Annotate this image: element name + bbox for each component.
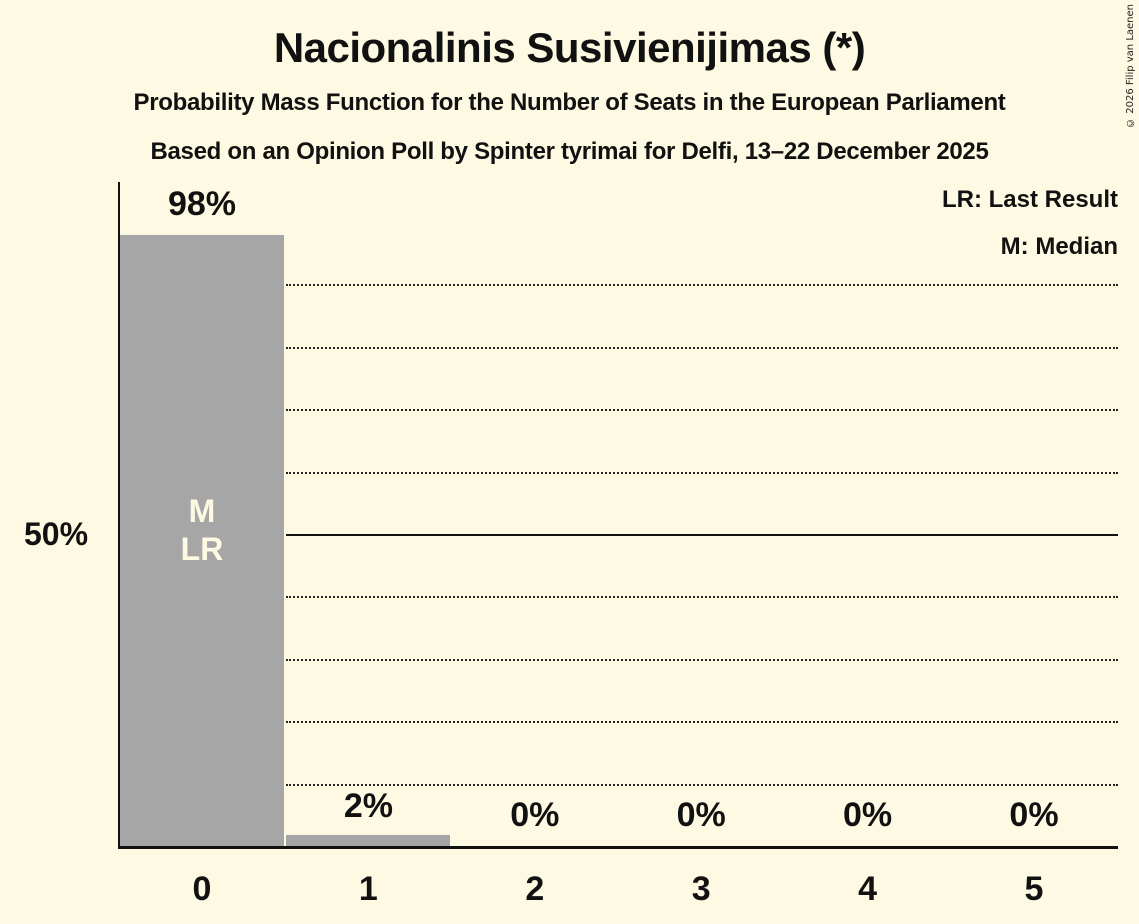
- x-tick-label-2: 2: [525, 870, 545, 908]
- bar-value-label-3: 0%: [676, 796, 726, 834]
- bar-1: [286, 834, 451, 847]
- x-tick-label-3: 3: [691, 870, 711, 908]
- x-tick-label-4: 4: [858, 870, 878, 908]
- bar-value-label-0: 98%: [167, 185, 237, 224]
- chart-source: Based on an Opinion Poll by Spinter tyri…: [150, 138, 989, 165]
- legend-median: M: Median: [1000, 233, 1118, 260]
- gridline-40: [286, 596, 1118, 599]
- x-tick-label-5: 5: [1024, 870, 1044, 908]
- bar-value-label-5: 0%: [1009, 796, 1059, 834]
- gridline-90: [286, 284, 1118, 287]
- gridline-50-solid: [286, 534, 1118, 536]
- gridline-30: [286, 658, 1118, 661]
- legend-last-result: LR: Last Result: [941, 186, 1118, 213]
- bar-value-label-1: 2%: [343, 786, 393, 825]
- bar-value-label-2: 0%: [510, 796, 560, 834]
- bar-value-label-4: 0%: [843, 796, 893, 834]
- gridline-70: [286, 409, 1118, 412]
- chart-title: Nacionalinis Susivienijimas (*): [273, 24, 866, 71]
- median-last-result-marker: M LR: [119, 492, 285, 568]
- x-tick-label-1: 1: [358, 870, 378, 908]
- x-axis: [118, 846, 1118, 849]
- gridline-20: [286, 721, 1118, 724]
- gridline-60: [286, 471, 1118, 474]
- last-result-marker: LR: [180, 531, 224, 567]
- gridline-10: [286, 783, 1118, 786]
- gridline-80: [286, 346, 1118, 349]
- chart-subtitle: Probability Mass Function for the Number…: [133, 89, 1006, 116]
- bar-0: [120, 235, 284, 847]
- x-tick-label-0: 0: [192, 870, 212, 908]
- y-axis: [118, 182, 120, 848]
- median-marker: M: [188, 493, 216, 529]
- y-tick-label-50: 50%: [24, 516, 89, 552]
